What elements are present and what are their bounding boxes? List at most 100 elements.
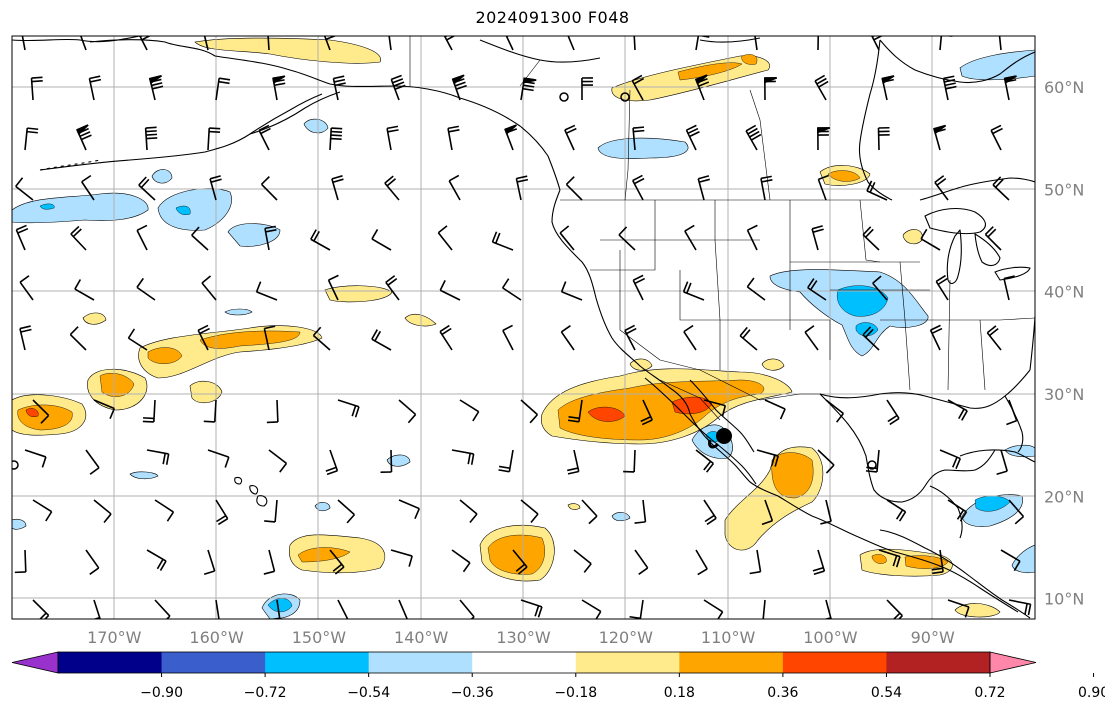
- wind-barb: [272, 75, 286, 101]
- wind-barb: [146, 449, 170, 465]
- wind-barb: [581, 77, 593, 101]
- colorbar-swatch: [679, 652, 784, 673]
- wind-barb: [30, 76, 43, 101]
- wind-barb: [264, 499, 278, 523]
- wind-barb: [877, 126, 890, 151]
- colorbar-swatch: [575, 652, 680, 673]
- wind-barb: [814, 74, 829, 101]
- wind-barb: [127, 328, 148, 351]
- colorbar-swatch: [782, 652, 887, 673]
- lon-tick-label: 160°W: [189, 628, 244, 647]
- lat-tick-labels: 10°N 20°N 30°N 40°N 50°N 60°N: [1044, 78, 1084, 608]
- wind-barb: [567, 449, 580, 475]
- wind-barb: [371, 229, 392, 251]
- colorbar-tick-label: 0.90: [1078, 685, 1105, 701]
- wind-barb: [264, 225, 277, 251]
- contour-neg-alaska: [303, 118, 329, 134]
- coast-baja: [644, 377, 757, 485]
- wind-barb: [380, 449, 393, 474]
- wind-barb: [811, 225, 824, 251]
- wind-barb: [878, 549, 901, 568]
- wind-barb: [749, 549, 762, 575]
- wind-barb: [93, 499, 112, 523]
- wind-barb: [92, 599, 101, 619]
- wind-barb: [310, 229, 331, 251]
- wind-barb: [573, 549, 592, 573]
- island-hawaii3: [256, 495, 268, 507]
- colorbar-tick-label: −0.18: [554, 685, 597, 701]
- wind-barb: [501, 278, 522, 301]
- wind-barb: [505, 36, 514, 51]
- wind-barb: [823, 599, 832, 619]
- wind-barb: [683, 324, 697, 351]
- wind-barb: [560, 325, 575, 351]
- wind-barb: [24, 449, 47, 468]
- wind-barb: [825, 399, 845, 423]
- wind-barb: [632, 126, 645, 151]
- wind-barb: [623, 449, 636, 473]
- wind-barb: [632, 174, 645, 201]
- wind-barb: [618, 226, 636, 251]
- wind-barb: [703, 399, 727, 417]
- wind-barb: [998, 36, 1002, 51]
- wind-barb: [942, 75, 957, 101]
- wind-barb: [624, 324, 637, 351]
- wind-barb: [559, 225, 575, 251]
- wind-barb: [515, 175, 529, 201]
- contour-neg-pacific-westmid: [157, 188, 232, 231]
- wind-barb: [491, 231, 514, 251]
- wind-barb: [935, 274, 949, 301]
- wind-barb: [325, 449, 339, 476]
- wind-barb: [451, 549, 471, 573]
- lat-tick-label: 30°N: [1044, 385, 1084, 404]
- island-hawaii1: [234, 476, 243, 485]
- contour-pos-pacific-small3: [189, 380, 223, 404]
- coast-alaska-south: [39, 93, 323, 171]
- wind-barb: [745, 124, 762, 151]
- contour-neg-mid-small: [224, 308, 253, 316]
- wind-barb: [398, 599, 409, 619]
- wind-barb: [215, 599, 220, 619]
- markers: [12, 92, 877, 470]
- wind-barb: [763, 77, 778, 101]
- contour-neg-small-20n: [314, 502, 331, 512]
- wind-barb: [142, 399, 156, 423]
- wind-barb: [581, 599, 602, 619]
- wind-barb: [136, 277, 156, 301]
- island-hawaii2: [249, 485, 259, 495]
- wind-barb: [154, 599, 171, 619]
- lat-tick-label: 40°N: [1044, 283, 1084, 302]
- map-content: [12, 36, 1035, 619]
- wind-barb: [634, 549, 649, 575]
- wind-barb: [390, 549, 413, 567]
- wind-barb: [15, 224, 29, 251]
- wind-barb: [371, 329, 392, 351]
- wind-barb: [886, 399, 900, 426]
- contour-inner-centralam-b: [871, 554, 887, 564]
- wind-barb: [634, 499, 647, 524]
- wind-barb: [207, 449, 230, 468]
- contour-pos-pacific-small1: [82, 312, 107, 325]
- wind-barb: [24, 127, 39, 151]
- wind-barb: [1003, 75, 1017, 101]
- wind-barb: [504, 124, 518, 151]
- wind-barb: [812, 549, 826, 576]
- wind-barb: [136, 224, 148, 251]
- lon-tick-label: 120°W: [599, 628, 654, 647]
- wind-barb: [931, 549, 944, 575]
- wind-barb: [443, 36, 456, 51]
- wind-barb: [640, 399, 653, 426]
- wind-barb: [996, 449, 1008, 475]
- wind-barb: [398, 399, 417, 424]
- wind-barb: [746, 277, 766, 301]
- wind-barb: [764, 399, 786, 420]
- wind-barb: [203, 36, 209, 51]
- wind-barb: [865, 449, 880, 473]
- wind-barb: [560, 281, 583, 301]
- wind-barb: [754, 36, 758, 51]
- wind-barb: [746, 224, 758, 251]
- wind-barb: [148, 75, 164, 101]
- wind-barb: [862, 226, 880, 251]
- wind-barb: [682, 281, 705, 301]
- wind-barb: [74, 279, 95, 301]
